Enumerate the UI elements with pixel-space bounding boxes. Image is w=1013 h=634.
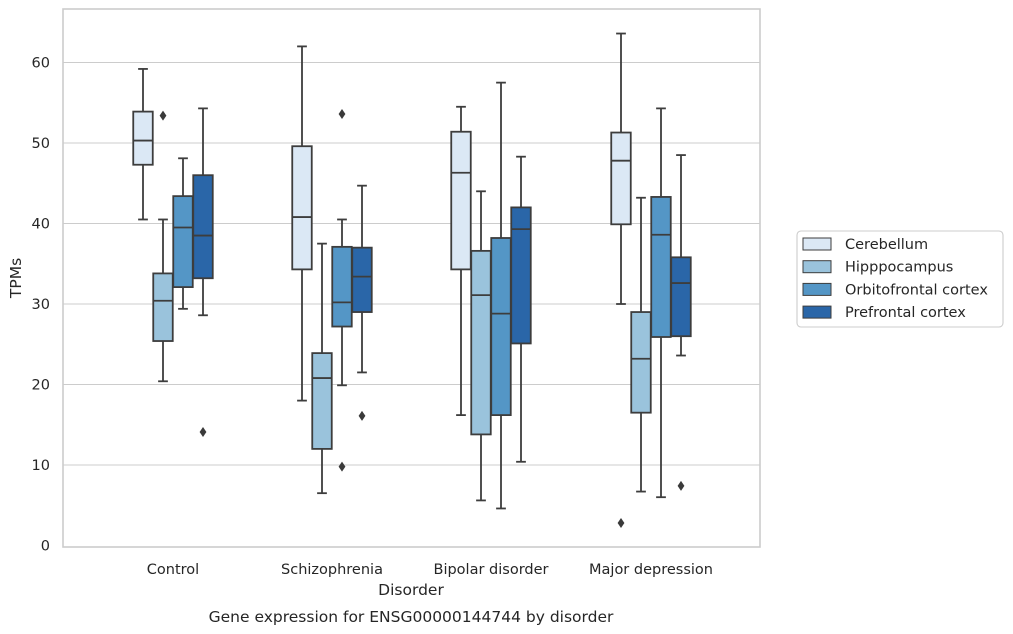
box-major-depression: [650, 107, 672, 499]
legend: Cerebellum Hipppocampus Orbitofrontal cort…: [796, 230, 1004, 328]
outlier-marker: [358, 410, 366, 421]
series-hipppocampus: [152, 110, 652, 502]
y-axis-ticks: 0 10 20 30 40 50 60: [32, 56, 50, 555]
box-bipolar-disorder: [490, 81, 512, 510]
box-bipolar-disorder: [450, 105, 472, 416]
chart-caption: Gene expression for ENSG00000144744 by d…: [209, 608, 614, 626]
box-control: [132, 68, 154, 221]
box-control: [152, 110, 174, 383]
legend-swatch: [802, 305, 832, 319]
iqr-box: [490, 237, 512, 416]
legend-frame: [796, 230, 1004, 328]
legend-item: Hipppocampus: [802, 260, 953, 276]
outlier-marker: [199, 426, 207, 437]
iqr-box: [291, 145, 313, 271]
x-tick-label: Major depression: [589, 562, 713, 578]
legend-swatch: [802, 282, 832, 296]
legend-label: Cerebellum: [845, 237, 928, 253]
iqr-box: [610, 131, 632, 226]
series-orbitofrontal-cortex: [172, 81, 672, 510]
y-tick-label: 10: [32, 458, 50, 474]
iqr-box: [351, 246, 373, 313]
series-prefrontal-cortex: [192, 107, 692, 491]
plot-area-frame: [62, 8, 761, 548]
x-tick-label: Bipolar disorder: [434, 562, 549, 578]
legend-item: Orbitofrontal cortex: [802, 282, 988, 298]
box-schizophrenia: [331, 109, 353, 472]
box-major-depression: [630, 196, 652, 493]
box-schizophrenia: [351, 184, 373, 421]
iqr-box: [630, 311, 652, 414]
legend-label: Hipppocampus: [845, 260, 953, 276]
x-tick-label: Schizophrenia: [281, 562, 383, 578]
legend-item: Cerebellum: [802, 237, 928, 253]
box-control: [192, 107, 214, 437]
iqr-box: [152, 272, 174, 342]
x-tick-label: Control: [147, 562, 199, 578]
y-tick-label: 50: [32, 136, 50, 152]
iqr-box: [670, 256, 692, 338]
outlier-marker: [338, 461, 346, 472]
y-tick-label: 20: [32, 378, 50, 394]
legend-item: Prefrontal cortex: [802, 305, 966, 321]
outlier-marker: [617, 517, 625, 528]
legend-swatch: [802, 260, 832, 274]
iqr-box: [450, 130, 472, 271]
iqr-box: [331, 245, 353, 328]
legend-label: Orbitofrontal cortex: [845, 282, 988, 298]
iqr-box: [510, 206, 532, 345]
legend-swatch: [802, 237, 832, 251]
y-axis-label: TPMs: [7, 258, 25, 299]
box-bipolar-disorder: [470, 190, 492, 502]
y-tick-label: 60: [32, 56, 50, 72]
box-major-depression: [670, 154, 692, 491]
x-axis-ticks: Control Schizophrenia Bipolar disorder Majo…: [147, 562, 713, 578]
y-tick-label: 40: [32, 217, 50, 233]
box-control: [172, 157, 194, 310]
legend-label: Prefrontal cortex: [845, 305, 966, 321]
box-schizophrenia: [311, 242, 333, 495]
iqr-box: [172, 195, 194, 288]
outlier-marker: [677, 480, 685, 491]
y-tick-label: 0: [41, 539, 50, 555]
y-tick-label: 30: [32, 297, 50, 313]
iqr-box: [650, 196, 672, 338]
box-major-depression: [610, 32, 632, 528]
outlier-marker: [159, 110, 167, 121]
box-plot-series: [132, 32, 692, 528]
outlier-marker: [338, 109, 346, 120]
x-axis-label: Disorder: [378, 581, 444, 599]
iqr-box: [311, 352, 333, 450]
iqr-box: [132, 110, 154, 166]
iqr-box: [470, 249, 492, 436]
iqr-box: [192, 174, 214, 280]
box-schizophrenia: [291, 45, 313, 402]
series-cerebellum: [132, 32, 632, 528]
box-bipolar-disorder: [510, 155, 532, 463]
